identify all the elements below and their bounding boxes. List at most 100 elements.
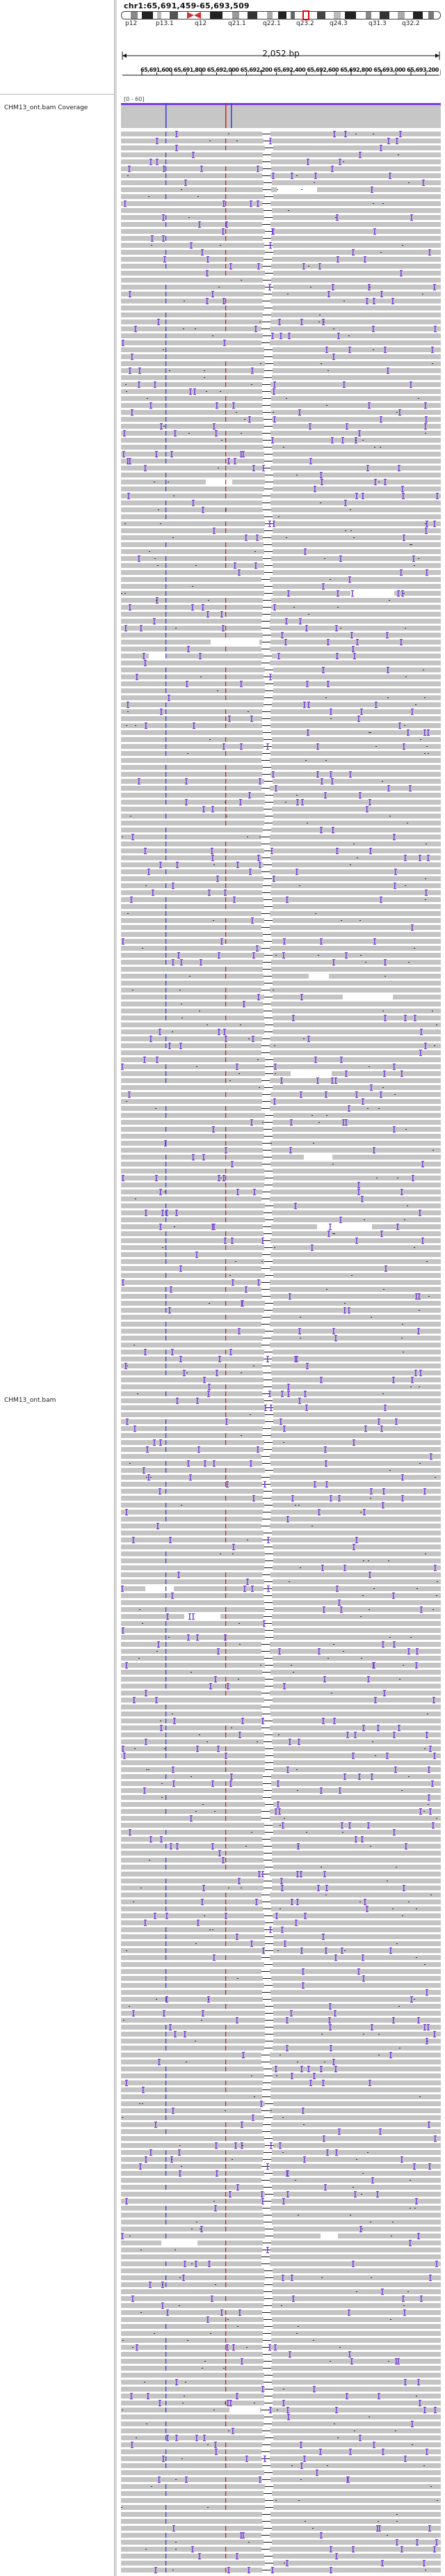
insertion-marker[interactable] <box>419 1808 422 1815</box>
insertion-marker[interactable] <box>193 388 196 395</box>
insertion-marker[interactable] <box>131 834 134 841</box>
insertion-marker[interactable] <box>322 1718 325 1725</box>
insertion-marker[interactable] <box>336 653 339 660</box>
insertion-marker[interactable] <box>154 1913 156 1920</box>
read-alignment[interactable] <box>121 855 441 860</box>
insertion-marker[interactable] <box>261 1871 264 1878</box>
insertion-marker[interactable] <box>332 959 335 966</box>
insertion-marker[interactable] <box>392 1593 395 1599</box>
insertion-marker[interactable] <box>144 848 147 855</box>
insertion-marker[interactable] <box>380 145 382 152</box>
read-alignment[interactable] <box>121 2199 441 2204</box>
insertion-marker[interactable] <box>414 1370 417 1377</box>
insertion-marker[interactable] <box>281 1927 284 1934</box>
insertion-marker[interactable] <box>296 1899 299 1906</box>
insertion-marker[interactable] <box>211 1224 214 1231</box>
read-alignment[interactable] <box>121 2366 441 2371</box>
insertion-marker[interactable] <box>426 1732 428 1739</box>
read-alignment[interactable] <box>121 1538 441 1542</box>
insertion-marker[interactable] <box>427 729 430 736</box>
insertion-marker[interactable] <box>396 2539 398 2546</box>
insertion-marker[interactable] <box>159 2400 161 2407</box>
insertion-marker[interactable] <box>379 2128 382 2135</box>
insertion-marker[interactable] <box>332 1328 335 1335</box>
insertion-marker[interactable] <box>229 2191 232 2198</box>
insertion-marker[interactable] <box>396 1224 399 1231</box>
read-alignment[interactable] <box>121 598 441 603</box>
insertion-marker[interactable] <box>138 368 141 374</box>
insertion-marker[interactable] <box>125 2198 128 2205</box>
read-alignment[interactable] <box>121 1781 441 1786</box>
insertion-marker[interactable] <box>381 2560 384 2567</box>
read-alignment[interactable] <box>121 897 441 902</box>
insertion-marker[interactable] <box>279 2142 282 2149</box>
insertion-marker[interactable] <box>314 486 316 493</box>
insertion-marker[interactable] <box>122 1175 124 1182</box>
insertion-marker[interactable] <box>384 347 387 354</box>
read-alignment[interactable] <box>121 403 441 408</box>
read-alignment[interactable] <box>121 1760 441 1765</box>
insertion-marker[interactable] <box>261 2191 264 2198</box>
read-alignment[interactable] <box>121 1461 441 1466</box>
read-alignment[interactable] <box>121 1510 441 1515</box>
insertion-marker[interactable] <box>196 1746 199 1753</box>
read-alignment[interactable] <box>121 1120 441 1125</box>
read-alignment[interactable] <box>121 2067 441 2071</box>
read-alignment[interactable] <box>121 438 441 443</box>
insertion-marker[interactable] <box>262 1947 265 1954</box>
insertion-marker[interactable] <box>378 2393 380 2400</box>
read-alignment[interactable] <box>121 1802 441 1807</box>
read-alignment[interactable] <box>121 1920 441 1925</box>
insertion-marker[interactable] <box>202 1885 205 1892</box>
read-alignment[interactable] <box>121 2268 441 2273</box>
insertion-marker[interactable] <box>129 291 131 298</box>
read-alignment[interactable] <box>121 1739 441 1744</box>
insertion-marker[interactable] <box>153 618 156 625</box>
insertion-marker[interactable] <box>282 2198 285 2205</box>
read-alignment[interactable] <box>121 1148 441 1153</box>
insertion-marker[interactable] <box>220 938 223 945</box>
insertion-marker[interactable] <box>328 2017 331 2024</box>
insertion-marker[interactable] <box>373 228 376 235</box>
insertion-marker[interactable] <box>143 1787 146 1794</box>
insertion-marker[interactable] <box>256 945 259 952</box>
insertion-marker[interactable] <box>159 1189 162 1196</box>
read-alignment[interactable] <box>121 918 441 923</box>
read-alignment[interactable] <box>121 890 441 895</box>
insertion-marker[interactable] <box>223 340 226 347</box>
insertion-marker[interactable] <box>423 729 426 736</box>
insertion-marker[interactable] <box>236 2184 239 2191</box>
insertion-marker[interactable] <box>218 1356 221 1363</box>
insertion-marker[interactable] <box>415 1293 418 1300</box>
insertion-marker[interactable] <box>345 952 348 959</box>
insertion-marker[interactable] <box>367 1676 370 1683</box>
insertion-marker[interactable] <box>411 924 414 931</box>
read-alignment[interactable] <box>121 1106 441 1111</box>
read-alignment[interactable] <box>121 1050 441 1055</box>
insertion-marker[interactable] <box>420 1029 423 1036</box>
insertion-marker[interactable] <box>187 1460 190 1467</box>
insertion-marker[interactable] <box>421 1161 424 1168</box>
insertion-marker[interactable] <box>149 159 152 166</box>
insertion-marker[interactable] <box>159 1029 161 1036</box>
insertion-marker[interactable] <box>401 486 404 493</box>
insertion-marker[interactable] <box>238 2309 241 2316</box>
insertion-marker[interactable] <box>371 2177 374 2184</box>
insertion-marker[interactable] <box>122 340 124 347</box>
insertion-marker[interactable] <box>357 1189 360 1196</box>
read-alignment[interactable] <box>121 2289 441 2294</box>
insertion-marker[interactable] <box>424 1043 427 1050</box>
read-alignment[interactable] <box>121 702 441 707</box>
insertion-marker[interactable] <box>425 416 428 423</box>
insertion-marker[interactable] <box>419 855 421 862</box>
insertion-marker[interactable] <box>222 298 225 305</box>
insertion-marker[interactable] <box>231 1238 234 1244</box>
read-alignment[interactable] <box>121 180 441 185</box>
insertion-marker[interactable] <box>274 2344 277 2351</box>
read-alignment[interactable] <box>121 2185 441 2190</box>
insertion-marker[interactable] <box>432 1822 435 1829</box>
read-alignment[interactable] <box>121 1454 441 1459</box>
insertion-marker[interactable] <box>400 1070 403 1077</box>
insertion-marker[interactable] <box>373 298 375 305</box>
insertion-marker[interactable] <box>431 347 434 354</box>
